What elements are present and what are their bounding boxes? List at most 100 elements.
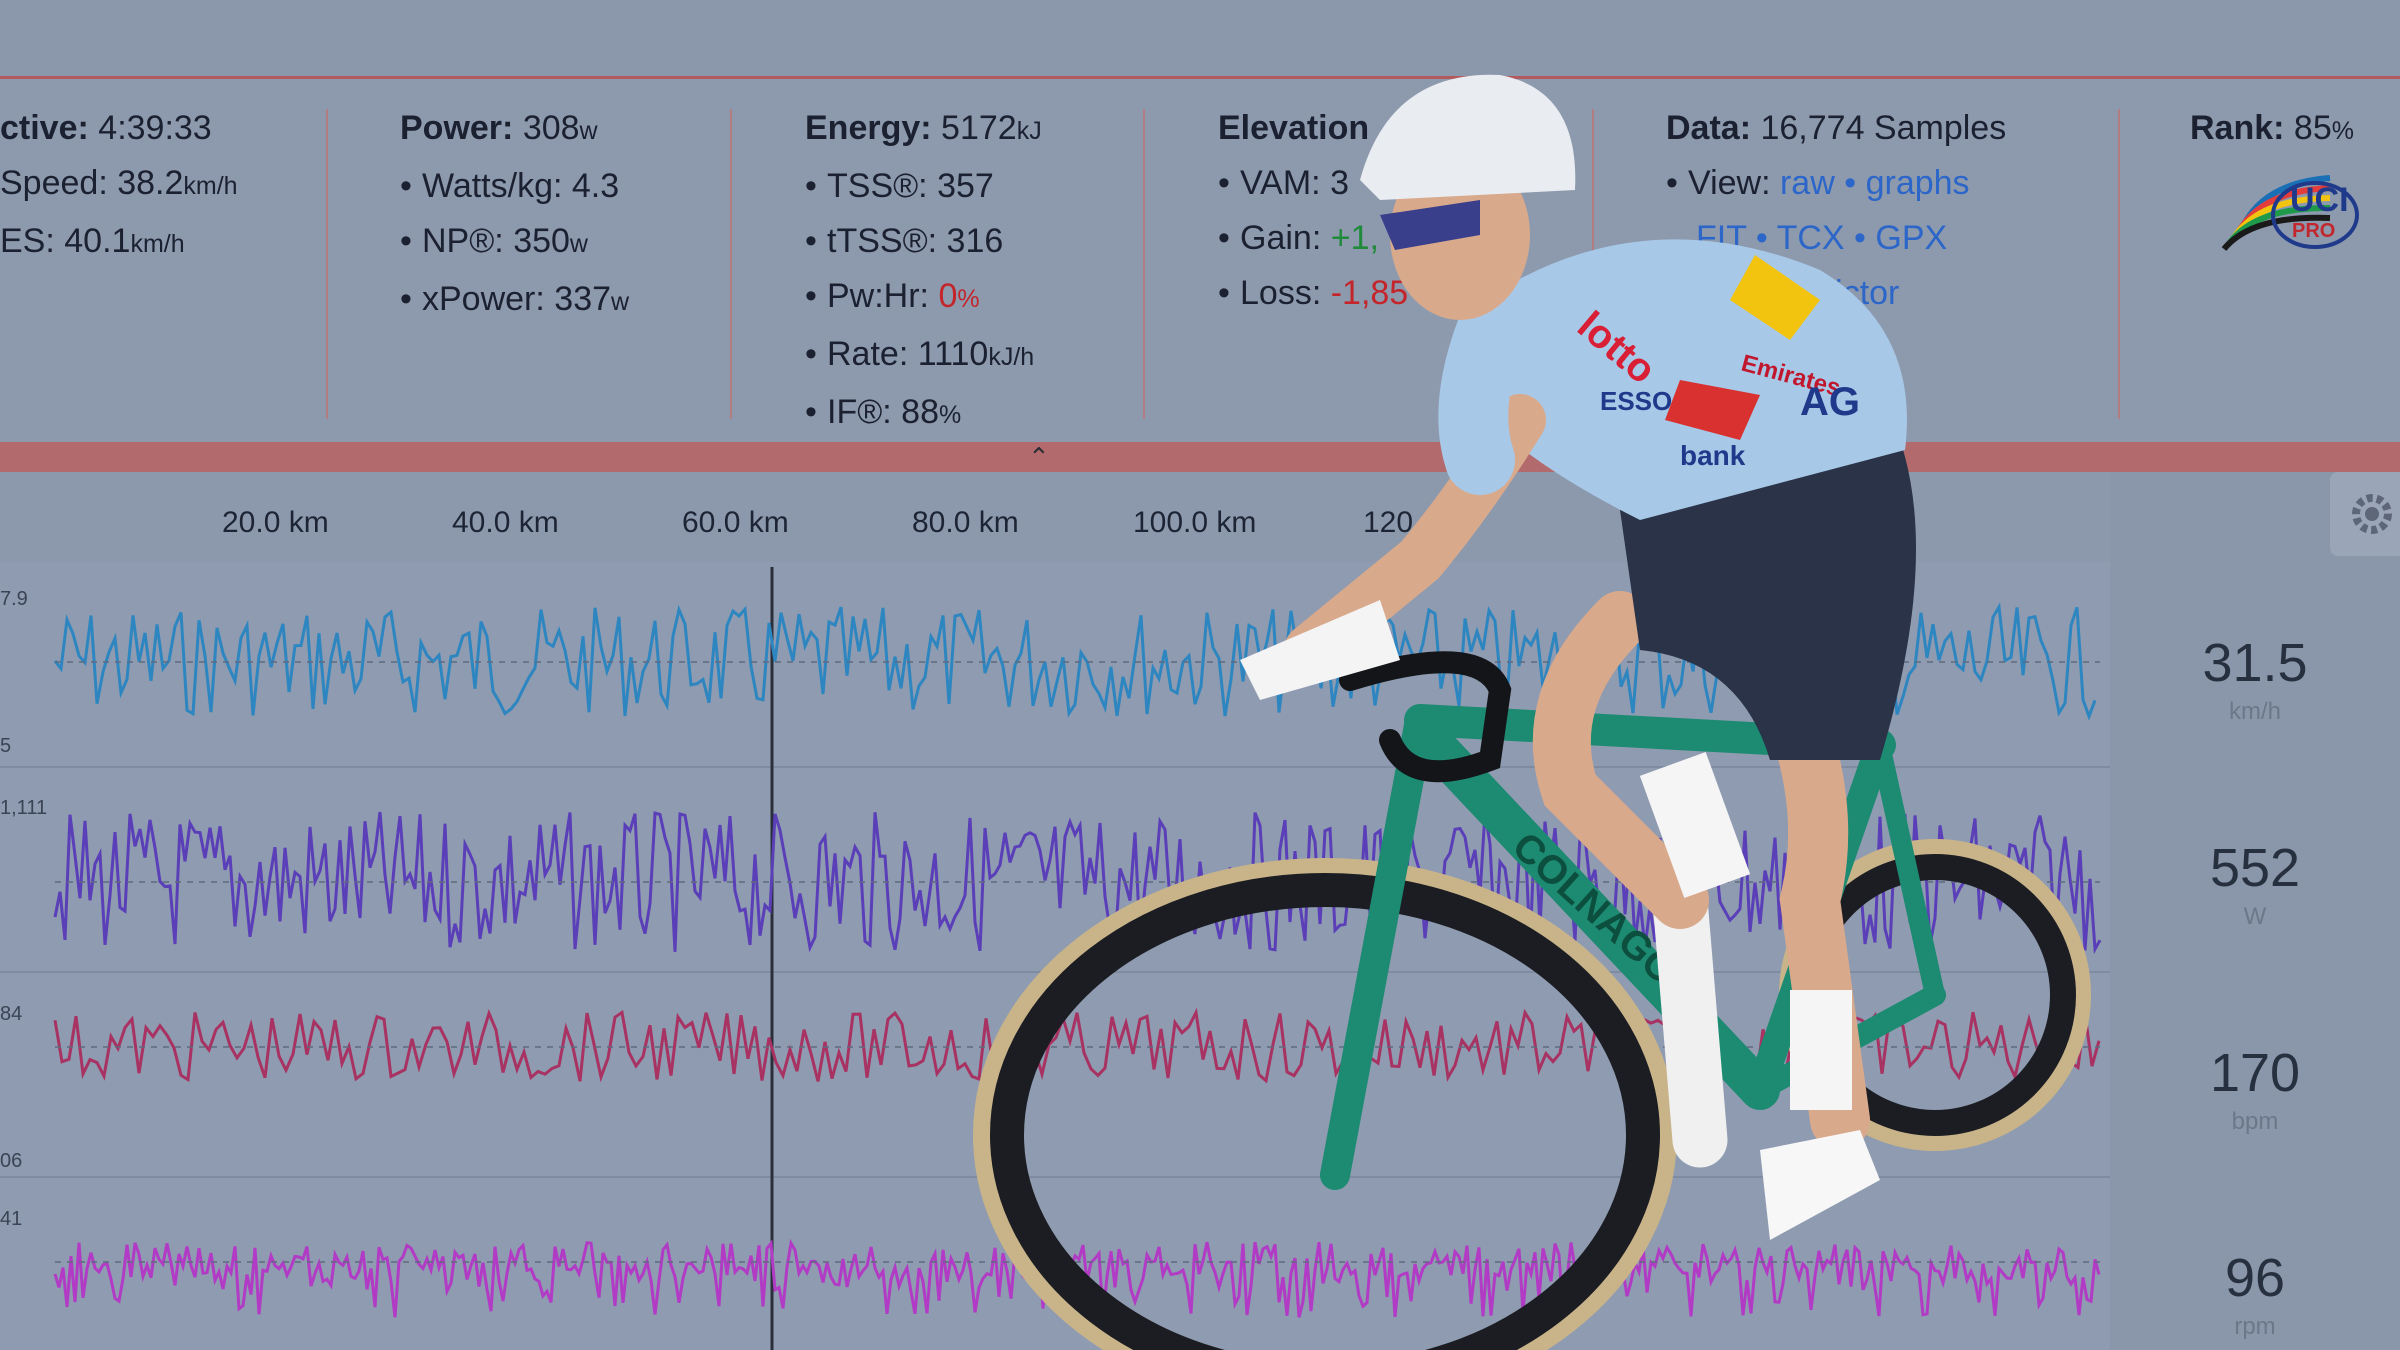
xpower-value: 337 [554, 280, 612, 318]
speed-readout-unit: km/h [2228, 698, 2281, 725]
es-unit: km/h [130, 230, 185, 258]
es-label: ES: [0, 222, 55, 260]
jersey-sponsor: AG [1800, 380, 1860, 424]
axis-tick: 60.0 km [682, 506, 789, 539]
energy-label: Energy: [805, 109, 932, 147]
divider [2118, 109, 2120, 419]
power-line [53, 811, 2102, 955]
if-unit: % [939, 401, 962, 429]
data-column: Data: 16,774 Samples View: raw • graphs … [1666, 101, 2086, 431]
rank-column: Rank: 85% UCI PRO [2190, 101, 2400, 431]
vam-value: 3 [1330, 164, 1349, 202]
moving-label: ctive: [0, 109, 89, 147]
tcx-link[interactable]: TCX [1776, 219, 1845, 257]
elevation-column: Elevation VAM: 3 Gain: +1, Loss: -1,85 [1218, 101, 1478, 431]
speed-top-label: 7.9 [0, 588, 28, 610]
summary-panel: ctive: 4:39:33 Speed: 38.2km/h ES: 40.1k… [0, 79, 2400, 442]
rate-label: Rate: [827, 335, 909, 373]
axis-tick: 80.0 km [912, 506, 1019, 539]
if-value: 88 [901, 393, 939, 431]
hr-readout-value: 170 [2209, 1043, 2301, 1103]
handlebar-icon [1339, 651, 1512, 783]
rank-value: 85 [2293, 109, 2332, 147]
pwhr-label: Pw:Hr: [827, 277, 929, 315]
view-graphs-link[interactable]: graphs [1865, 164, 1970, 202]
hr-readout: 170 bpm [2110, 1042, 2400, 1136]
gain-label: Gain: [1240, 219, 1322, 257]
es-value: 40.1 [64, 222, 131, 260]
pwhr-value: 0 [938, 277, 958, 315]
axis-tick: 40.0 km [452, 506, 559, 539]
ttss-label: tTSS®: [827, 222, 938, 260]
power-top-label: 1,111 [0, 797, 47, 819]
cadence-readout-unit: rpm [2234, 1313, 2276, 1340]
view-label: View: [1688, 164, 1771, 202]
rate-unit: kJ/h [988, 343, 1035, 371]
wkg-value: 4.3 [571, 167, 620, 205]
cadence-readout: 96 rpm [2110, 1247, 2400, 1341]
hr-top-label: 84 [0, 1003, 22, 1025]
elevation-label: Elevation [1218, 109, 1370, 147]
tss-label: TSS®: [827, 167, 928, 205]
gpx-link[interactable]: GPX [1875, 219, 1948, 257]
tss-value: 357 [937, 167, 994, 205]
hr-bot-label: 06 [0, 1150, 22, 1172]
speed-readout-value: 31.5 [2202, 633, 2308, 693]
jersey-sponsor: bank [1680, 440, 1746, 471]
power-column: Power: 308w Watts/kg: 4.3 NP®: 350w xPow… [400, 101, 720, 431]
energy-value: 5172 [941, 109, 1017, 147]
svg-text:PRO: PRO [2292, 220, 2335, 242]
data-label: Data: [1666, 109, 1752, 147]
speed-label: Speed: [0, 164, 108, 202]
energy-column: Energy: 5172kJ TSS®: 357 tTSS®: 316 Pw:H… [805, 101, 1125, 440]
power-readout-unit: W [2243, 903, 2267, 930]
cad-line [53, 1238, 2101, 1318]
moving-column: ctive: 4:39:33 Speed: 38.2km/h ES: 40.1k… [0, 101, 320, 431]
power-readout-value: 552 [2209, 838, 2301, 898]
top-bar [0, 0, 2400, 79]
loss-value: -1,85 [1330, 274, 1409, 312]
energy-unit: kJ [1016, 117, 1042, 145]
rank-unit: % [2331, 117, 2354, 145]
jersey-sponsor: ESSO [1600, 386, 1672, 416]
axis-tick: 100.0 km [1133, 506, 1257, 539]
speed-bot-label: 5 [0, 735, 11, 757]
if-label: IF®: [827, 393, 892, 431]
wkg-label: Watts/kg: [422, 167, 563, 205]
cadence-trace [53, 1238, 2101, 1318]
cad-top-label: 41 [0, 1208, 22, 1230]
power-trace [53, 811, 2102, 955]
gain-value: +1, [1330, 219, 1379, 257]
uci-pro-logo-icon: UCI PRO [2221, 175, 2359, 251]
power-label: Power: [400, 109, 514, 147]
rate-value: 1110 [917, 335, 989, 373]
np-label: NP®: [422, 222, 504, 260]
gear-icon[interactable] [2330, 472, 2400, 556]
rank-label: Rank: [2190, 109, 2285, 147]
np-value: 350 [513, 222, 570, 260]
readout-panel: 31.5 km/h 552 W 170 bpm 96 rpm [2110, 472, 2400, 1350]
settings-button[interactable] [2330, 472, 2400, 556]
xpower-label: xPower: [422, 280, 545, 318]
moving-value: 4:39:33 [98, 109, 212, 147]
data-value: 16,774 Samples [1760, 109, 2007, 147]
collapse-bar[interactable]: ⌃ [0, 442, 2400, 472]
xpower-unit: w [611, 288, 630, 316]
divider [1143, 109, 1145, 419]
np-unit: w [569, 230, 588, 258]
chevron-up-double-icon[interactable]: ⌃ [1028, 442, 1050, 472]
cadence-readout-value: 96 [2224, 1248, 2286, 1308]
vam-label: VAM: [1240, 164, 1321, 202]
hr-readout-unit: bpm [2231, 1108, 2279, 1135]
speed-value: 38.2 [117, 164, 184, 202]
speed-readout: 31.5 km/h [2110, 632, 2400, 726]
axis-tick: 20.0 km [222, 506, 329, 539]
view-raw-link[interactable]: raw [1779, 164, 1835, 202]
speed-unit: km/h [183, 172, 238, 200]
loss-label: Loss: [1240, 274, 1322, 312]
pwhr-unit: % [957, 285, 980, 313]
divider [730, 109, 732, 419]
ttss-value: 316 [946, 222, 1004, 260]
power-unit: w [579, 117, 598, 145]
